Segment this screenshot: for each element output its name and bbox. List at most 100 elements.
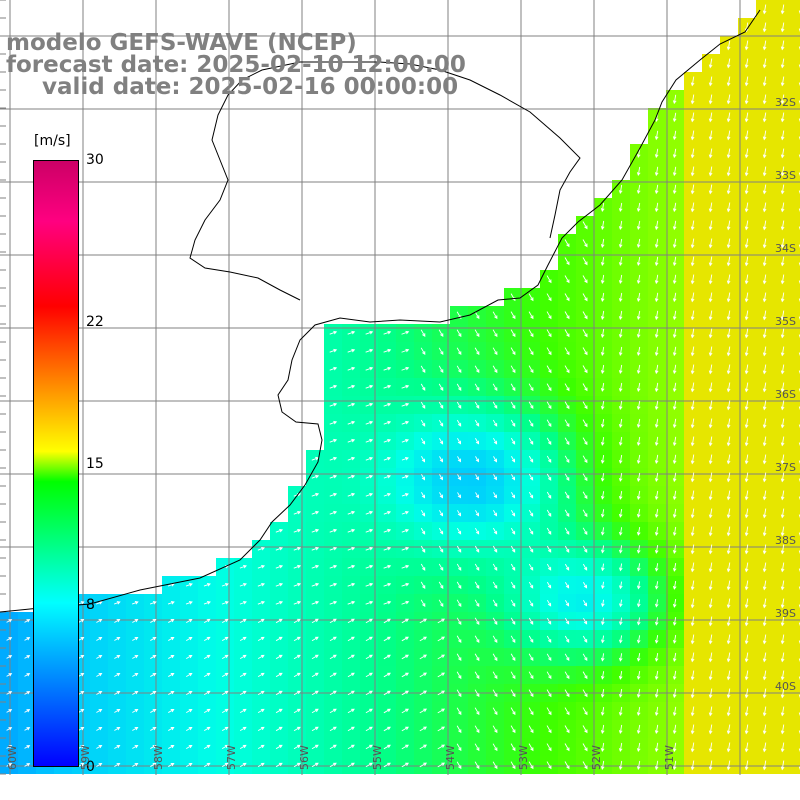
- wind-arrow: [636, 454, 641, 464]
- wind-arrow: [347, 420, 356, 425]
- wind-speed-cell: [792, 630, 800, 648]
- wind-speed-cell: [792, 18, 800, 36]
- wind-arrow: [492, 563, 498, 571]
- wind-arrow: [510, 563, 516, 571]
- wind-arrow: [601, 617, 605, 626]
- wind-arrow: [383, 726, 391, 732]
- wind-speed-cell: [792, 522, 800, 540]
- wind-arrow: [439, 510, 444, 517]
- wind-arrow: [203, 762, 211, 768]
- wind-arrow: [780, 364, 785, 375]
- wind-arrow: [401, 384, 410, 389]
- wind-arrow: [96, 619, 103, 623]
- wind-arrow: [401, 438, 410, 443]
- wind-arrow: [564, 725, 570, 734]
- wind-arrow: [654, 724, 659, 735]
- wind-arrow: [744, 454, 749, 465]
- wind-arrow: [438, 365, 444, 373]
- wind-arrow: [582, 527, 588, 536]
- wind-arrow: [654, 166, 659, 177]
- wind-arrow: [744, 544, 749, 555]
- colorbar-tick-label: 30: [86, 152, 104, 168]
- longitude-label: 51W: [663, 745, 676, 770]
- wind-arrow: [365, 510, 374, 515]
- wind-arrow: [582, 383, 588, 392]
- wind-arrow: [618, 238, 623, 248]
- wind-arrow: [492, 689, 498, 698]
- wind-arrow: [708, 742, 713, 753]
- wind-arrow: [726, 76, 731, 87]
- wind-arrow: [726, 706, 731, 717]
- wind-arrow: [365, 726, 373, 732]
- wind-arrow: [636, 617, 641, 626]
- wind-arrow: [564, 347, 570, 356]
- wind-arrow: [744, 490, 749, 501]
- wind-arrow: [690, 364, 695, 375]
- wind-arrow: [672, 454, 677, 465]
- wind-arrow: [510, 689, 516, 698]
- wind-arrow: [546, 617, 552, 625]
- wind-arrow: [168, 690, 175, 695]
- wind-arrow: [565, 581, 570, 589]
- wind-arrow: [780, 706, 785, 717]
- wind-arrow: [762, 490, 767, 501]
- wind-arrow: [708, 562, 713, 573]
- wind-arrow: [420, 563, 426, 571]
- wind-arrow: [618, 310, 623, 320]
- wind-arrow: [186, 618, 193, 623]
- wind-arrow: [636, 238, 641, 249]
- wind-arrow: [582, 491, 588, 500]
- wind-arrow: [383, 420, 392, 425]
- wind-arrow: [420, 329, 426, 338]
- wind-arrow: [474, 401, 480, 409]
- wind-arrow: [636, 346, 641, 357]
- wind-arrow: [239, 762, 247, 768]
- wind-arrow: [708, 148, 713, 159]
- wind-arrow: [511, 456, 516, 463]
- wind-arrow: [311, 744, 319, 750]
- wind-arrow: [293, 726, 301, 732]
- wind-arrow: [329, 492, 338, 497]
- wind-arrow: [654, 706, 659, 717]
- longitude-label: 57W: [225, 745, 238, 770]
- wind-arrow: [275, 564, 284, 569]
- wind-arrow: [293, 636, 301, 642]
- wind-arrow: [401, 654, 409, 660]
- wind-arrow: [654, 490, 659, 501]
- wind-arrow: [437, 744, 446, 750]
- wind-arrow: [347, 726, 355, 732]
- wind-arrow: [221, 636, 229, 642]
- wind-speed-cell: [792, 594, 800, 612]
- wind-arrow: [744, 580, 749, 591]
- wind-arrow: [474, 761, 480, 770]
- wind-arrow: [672, 400, 677, 411]
- wind-arrow: [582, 689, 588, 698]
- wind-arrow: [257, 546, 266, 551]
- wind-arrow: [365, 366, 374, 371]
- wind-arrow: [114, 709, 121, 713]
- wind-arrow: [636, 508, 641, 518]
- wind-arrow: [708, 544, 713, 555]
- wind-arrow: [186, 744, 193, 749]
- wind-arrow: [744, 292, 749, 303]
- wind-arrow: [780, 472, 785, 483]
- wind-arrow: [239, 744, 247, 750]
- wind-arrow: [546, 275, 552, 284]
- wind-arrow: [564, 365, 570, 374]
- wind-arrow: [203, 618, 211, 624]
- wind-arrow: [564, 653, 570, 662]
- wind-arrow: [564, 383, 570, 392]
- wind-arrow: [168, 618, 175, 623]
- wind-arrow: [726, 274, 731, 285]
- wind-arrow: [439, 474, 443, 481]
- wind-arrow: [474, 419, 480, 427]
- wind-arrow: [510, 671, 516, 680]
- wind-arrow: [383, 402, 392, 407]
- wind-arrow: [564, 545, 570, 553]
- wind-arrow: [636, 599, 641, 608]
- wind-arrow: [510, 707, 516, 716]
- wind-arrow: [257, 600, 266, 605]
- wind-arrow: [780, 742, 785, 753]
- wind-arrow: [492, 437, 498, 445]
- wind-arrow: [762, 202, 767, 213]
